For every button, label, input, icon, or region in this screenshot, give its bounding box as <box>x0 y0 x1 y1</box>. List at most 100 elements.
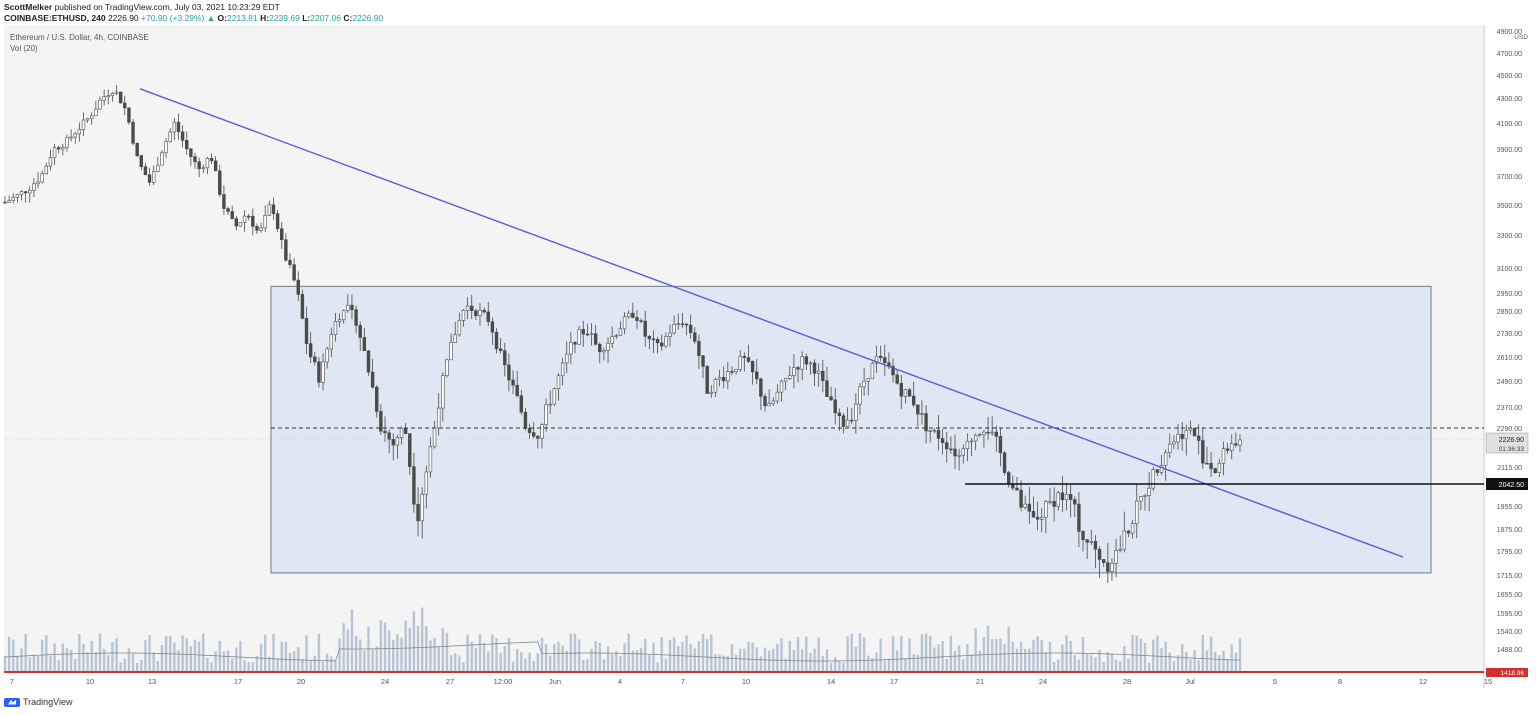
volume-bar <box>544 644 548 671</box>
candle <box>1213 467 1217 474</box>
volume-bar <box>24 633 27 671</box>
candle <box>858 383 862 415</box>
candle <box>713 377 718 398</box>
candle <box>321 353 325 391</box>
candle <box>1168 433 1172 459</box>
volume-bar <box>255 656 259 671</box>
x-tick-label: 15 <box>1484 677 1492 686</box>
y-tick-label: 3900.00 <box>1497 147 1522 154</box>
candle <box>883 344 887 377</box>
candle <box>375 384 379 418</box>
volume-bar <box>12 639 15 671</box>
candle <box>734 369 738 375</box>
volume-bar <box>156 660 160 671</box>
volume-legend: Vol (20) <box>10 44 38 53</box>
candle <box>709 385 714 398</box>
downtrend-line[interactable] <box>139 88 1404 558</box>
volume-bar <box>846 636 849 671</box>
candle <box>804 353 809 371</box>
candle <box>90 112 94 125</box>
volume-bar <box>615 651 618 671</box>
high-label: H: <box>260 13 270 23</box>
volume-bar <box>152 652 155 671</box>
svg-text:2226.90: 2226.90 <box>1499 437 1524 444</box>
volume-bar <box>383 622 387 671</box>
volume-bar <box>226 650 230 671</box>
volume-bar <box>210 662 213 671</box>
candle <box>746 344 751 363</box>
candle <box>726 362 730 390</box>
candle <box>292 258 296 282</box>
volume-bar <box>677 646 680 671</box>
volume-bar <box>135 662 139 671</box>
candle <box>284 233 288 262</box>
candle <box>1081 530 1085 552</box>
volume-bar <box>1123 645 1126 671</box>
volume-bar <box>924 633 928 671</box>
candle <box>230 205 234 220</box>
candle <box>65 134 69 152</box>
candle <box>337 313 342 328</box>
candle <box>825 366 829 397</box>
candle <box>680 312 685 328</box>
volume-bar <box>990 639 994 671</box>
candle <box>812 359 817 386</box>
volume-bar <box>540 637 544 671</box>
candle <box>1077 491 1081 548</box>
candle <box>536 435 540 449</box>
volume-bar <box>520 652 523 671</box>
candle <box>602 347 606 361</box>
candle <box>750 360 755 385</box>
chart-legend-title: Ethereum / U.S. Dollar, 4h, COINBASE <box>10 33 149 42</box>
candle <box>965 433 970 462</box>
candle <box>131 119 135 146</box>
candle <box>40 170 44 184</box>
range-box[interactable] <box>270 285 1432 574</box>
low-value: 2207.06 <box>310 13 341 23</box>
candle <box>862 367 866 396</box>
last-price: 2226.90 <box>107 13 139 23</box>
volume-bar <box>173 642 176 671</box>
candle <box>151 165 156 186</box>
volume-bar <box>561 645 564 671</box>
candle <box>1019 480 1023 512</box>
candle <box>792 354 796 389</box>
volume-bar <box>598 642 601 671</box>
volume-bar <box>503 646 506 671</box>
volume-bar <box>767 650 771 671</box>
volume-bar <box>739 648 742 671</box>
candle <box>676 313 680 330</box>
candle <box>639 318 643 324</box>
candle <box>1056 490 1060 511</box>
candle <box>123 95 127 116</box>
y-tick-label: 2730.00 <box>1497 331 1522 338</box>
volume-bar <box>594 641 597 671</box>
candle <box>503 342 507 377</box>
volume-bar <box>7 636 11 671</box>
author-name[interactable]: ScottMelker <box>4 2 53 12</box>
volume-bar <box>119 662 122 671</box>
candle <box>556 373 561 401</box>
volume-bar <box>86 652 89 671</box>
volume-bar <box>891 636 895 671</box>
candle <box>127 107 131 125</box>
candle <box>998 427 1003 467</box>
candle <box>581 320 585 347</box>
volume-bar <box>20 648 23 671</box>
candle <box>1192 427 1197 437</box>
volume-bar <box>577 639 581 671</box>
volume-bar <box>1131 634 1134 671</box>
candle <box>1159 455 1164 475</box>
candle <box>23 191 28 203</box>
candle <box>647 334 652 350</box>
volume-bar <box>867 655 870 671</box>
candle <box>668 324 672 347</box>
candle <box>701 355 705 379</box>
candle <box>1130 519 1135 539</box>
candle <box>114 85 119 96</box>
tradingview-logo-icon <box>4 697 20 707</box>
candle <box>490 317 495 346</box>
candle <box>1097 546 1102 578</box>
tradingview-footer[interactable]: TradingView <box>4 697 73 707</box>
